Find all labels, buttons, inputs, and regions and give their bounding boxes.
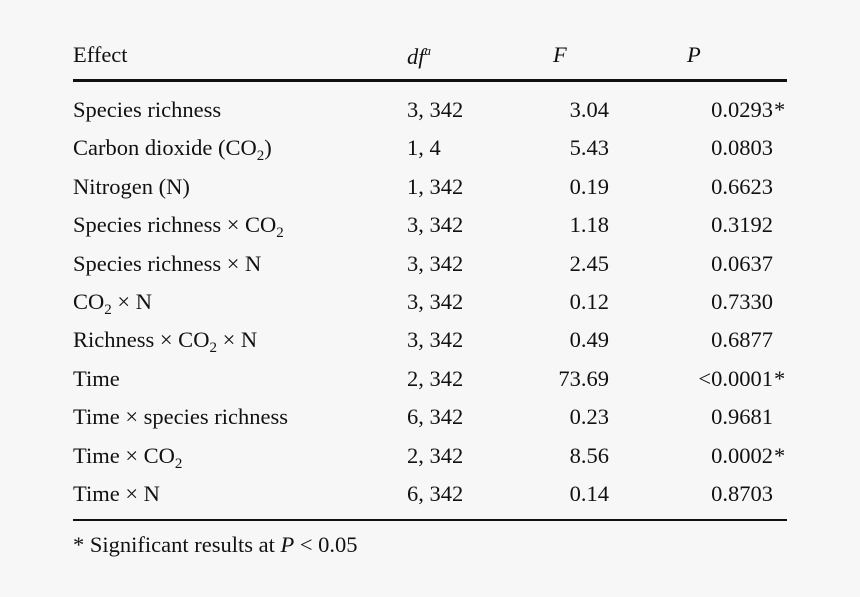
effect-text: Carbon dioxide (CO	[73, 135, 257, 161]
significance-mark: *	[774, 442, 786, 468]
cell-f: 0.49	[569, 327, 609, 353]
cell-df: 6, 342	[407, 481, 464, 506]
cell-df: 3, 342	[407, 250, 464, 276]
header-f: F	[553, 42, 567, 67]
cell-f: 8.56	[569, 442, 609, 468]
cell-df: 2, 342	[407, 365, 464, 391]
cell-df: 1, 342	[407, 173, 464, 199]
effect-text: Species richness × N	[73, 250, 262, 276]
bottom-rule	[73, 519, 787, 521]
cell-p: 0.0637	[711, 250, 773, 276]
effect-text: Time × N	[73, 481, 160, 506]
cell-effect: Time × species richness	[73, 404, 288, 430]
cell-f: 3.04	[569, 97, 609, 122]
subscript: 2	[104, 302, 112, 318]
cell-p: 0.0803	[711, 135, 773, 161]
cell-df: 3, 342	[407, 97, 464, 122]
effect-text: Species richness	[73, 97, 222, 122]
cell-f: 73.69	[558, 365, 609, 391]
cell-effect: Species richness × CO2	[73, 212, 284, 240]
header-effect: Effect	[73, 42, 128, 67]
cell-df: 6, 342	[407, 404, 464, 430]
cell-df: 2, 342	[407, 442, 464, 468]
cell-f: 1.18	[569, 212, 609, 238]
significance-mark: *	[774, 365, 786, 391]
subscript: 2	[174, 455, 183, 472]
effect-text: Richness × CO	[73, 327, 210, 353]
effect-text: CO	[73, 289, 105, 314]
cell-p: 0.0293	[711, 97, 773, 122]
cell-f: 0.19	[569, 173, 609, 199]
effect-text: Species richness × CO	[73, 212, 277, 238]
cell-effect: Richness × CO2 × N	[73, 327, 258, 356]
footnote-suffix: < 0.05	[294, 532, 358, 557]
cell-f: 0.14	[569, 481, 609, 506]
footnote-variable: P	[280, 532, 295, 557]
effect-text: )	[264, 135, 272, 161]
subscript: 2	[209, 340, 217, 357]
header-df-label: df	[407, 44, 425, 69]
cell-p: 0.6623	[711, 173, 773, 199]
footnote: * Significant results at P < 0.05	[73, 532, 358, 557]
cell-f: 0.23	[569, 404, 609, 430]
cell-df: 1, 4	[407, 135, 441, 161]
header-p: P	[687, 42, 701, 67]
cell-effect: CO2 × N	[73, 289, 152, 317]
cell-effect: Carbon dioxide (CO2)	[73, 135, 272, 164]
effect-text: Time	[73, 365, 120, 391]
cell-f: 5.43	[569, 135, 609, 161]
cell-df: 3, 342	[407, 327, 464, 353]
effect-text: × N	[111, 289, 152, 314]
cell-effect: Species richness × N	[73, 250, 262, 276]
cell-effect: Species richness	[73, 97, 222, 122]
cell-p: 0.6877	[711, 327, 773, 353]
header-rule	[73, 79, 787, 82]
effect-text: Nitrogen (N)	[73, 173, 190, 199]
effect-text: Time × CO	[73, 442, 175, 468]
cell-effect: Nitrogen (N)	[73, 173, 190, 199]
subscript: 2	[256, 148, 265, 165]
cell-effect: Time	[73, 365, 120, 391]
header-df-footnote-mark: a	[424, 43, 432, 58]
footnote-prefix: * Significant results at	[73, 532, 281, 557]
cell-p: <0.0001	[698, 365, 773, 391]
effect-text: Time × species richness	[73, 404, 288, 430]
cell-effect: Time × CO2	[73, 442, 182, 471]
cell-p: 0.3192	[711, 212, 773, 238]
cell-p: 0.0002	[711, 442, 773, 468]
cell-df: 3, 342	[407, 289, 464, 314]
cell-effect: Time × N	[73, 481, 160, 506]
cell-f: 2.45	[569, 250, 609, 276]
cell-f: 0.12	[569, 289, 609, 314]
cell-p: 0.9681	[711, 404, 773, 430]
significance-mark: *	[774, 97, 786, 122]
subscript: 2	[276, 225, 284, 242]
cell-df: 3, 342	[407, 212, 464, 238]
cell-p: 0.8703	[711, 481, 773, 506]
cell-p: 0.7330	[711, 289, 773, 314]
effect-text: × N	[216, 327, 258, 353]
header-df: dfa	[407, 44, 431, 69]
